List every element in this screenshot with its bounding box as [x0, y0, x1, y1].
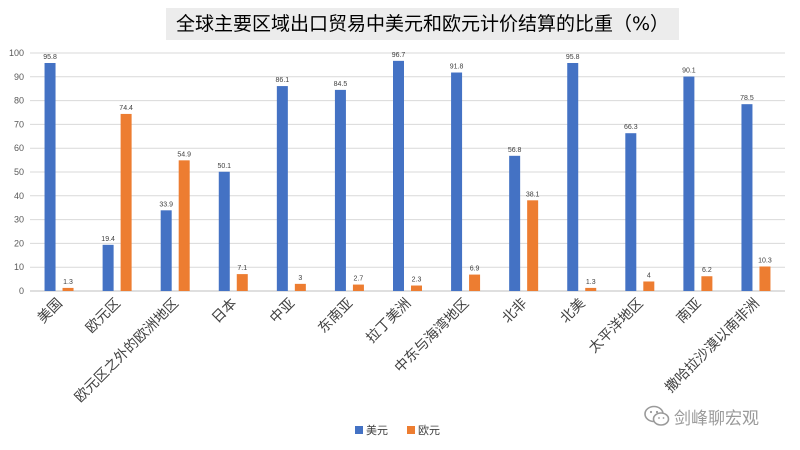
data-label: 84.5 — [334, 81, 348, 88]
bar-欧元 — [62, 287, 74, 291]
y-tick-label: 80 — [14, 96, 24, 106]
legend-swatch — [407, 426, 415, 434]
bar-美元 — [160, 210, 172, 291]
x-tick-label: 欧元区之外的欧洲地区 — [72, 296, 182, 406]
data-label: 38.1 — [526, 191, 540, 198]
bar-美元 — [102, 244, 114, 291]
x-tick-label: 美国 — [35, 296, 66, 327]
data-label: 1.3 — [63, 279, 73, 286]
data-label: 90.1 — [682, 68, 696, 75]
data-label: 3 — [298, 275, 302, 282]
y-tick-label: 60 — [14, 143, 24, 153]
bar-欧元 — [178, 160, 190, 291]
x-tick-label: 南亚 — [674, 296, 705, 327]
data-label: 2.3 — [412, 277, 422, 284]
bar-欧元 — [120, 113, 132, 291]
watermark-text: 剑峰聊宏观 — [674, 409, 759, 429]
bar-美元 — [218, 171, 230, 291]
data-label: 33.9 — [159, 201, 173, 208]
bar-欧元 — [469, 274, 481, 291]
bar-美元 — [741, 104, 753, 291]
legend-swatch — [355, 426, 363, 434]
watermark: 剑峰聊宏观 — [644, 402, 784, 432]
data-label: 86.1 — [276, 77, 290, 84]
y-tick-label: 100 — [9, 48, 24, 58]
data-label: 95.8 — [43, 54, 57, 61]
bar-美元 — [451, 72, 463, 292]
data-label: 95.8 — [566, 54, 580, 61]
data-label: 50.1 — [217, 163, 231, 170]
data-label: 74.4 — [119, 105, 133, 112]
bar-美元 — [683, 76, 695, 291]
x-tick-label: 东南亚 — [315, 296, 356, 337]
legend-label: 欧元 — [418, 424, 440, 437]
bar-美元 — [334, 89, 346, 291]
data-label: 54.9 — [177, 151, 191, 158]
bar-美元 — [393, 60, 404, 291]
data-label: 6.9 — [470, 266, 480, 273]
x-tick-label: 欧元区 — [83, 296, 124, 337]
data-label: 19.4 — [101, 236, 115, 243]
bar-美元 — [276, 86, 288, 291]
data-label: 78.5 — [740, 95, 754, 102]
bar-欧元 — [701, 276, 713, 291]
data-label: 96.7 — [392, 52, 406, 59]
x-tick-label: 中亚 — [267, 296, 298, 327]
data-label: 7.1 — [237, 265, 247, 272]
chart-title-box: 全球主要区域出口贸易中美元和欧元计价结算的比重（%） — [166, 8, 679, 40]
data-label: 66.3 — [624, 124, 638, 131]
y-tick-label: 20 — [14, 238, 24, 248]
data-label: 56.8 — [508, 147, 522, 154]
bar-美元 — [567, 62, 579, 291]
y-tick-label: 40 — [14, 191, 24, 201]
data-label: 91.8 — [450, 64, 464, 71]
x-tick-label: 拉丁美洲 — [363, 296, 414, 347]
bar-美元 — [44, 62, 56, 291]
bar-欧元 — [759, 266, 771, 291]
y-tick-label: 30 — [14, 215, 24, 225]
y-tick-label: 70 — [14, 119, 24, 129]
y-tick-label: 90 — [14, 72, 24, 82]
bar-欧元 — [527, 200, 539, 291]
x-tick-label: 北美 — [557, 296, 588, 327]
x-tick-label: 北非 — [499, 296, 530, 327]
bar-欧元 — [585, 287, 597, 291]
bar-欧元 — [352, 284, 364, 291]
x-tick-label: 日本 — [209, 296, 240, 327]
data-label: 4 — [647, 272, 651, 279]
data-label: 2.7 — [354, 276, 364, 283]
legend-label: 美元 — [366, 424, 388, 437]
bar-美元 — [625, 133, 637, 291]
y-tick-label: 50 — [14, 167, 24, 177]
x-tick-label: 太平洋地区 — [586, 296, 647, 357]
wechat-icon — [644, 405, 670, 426]
y-tick-label: 10 — [14, 262, 24, 272]
y-tick-label: 0 — [19, 286, 24, 296]
bar-欧元 — [643, 281, 655, 291]
chart-title: 全球主要区域出口贸易中美元和欧元计价结算的比重（%） — [175, 13, 670, 35]
data-label: 6.2 — [702, 267, 712, 274]
data-label: 1.3 — [586, 279, 596, 286]
bar-欧元 — [411, 285, 422, 291]
data-label: 10.3 — [758, 257, 772, 264]
bar-欧元 — [236, 274, 248, 291]
bar-美元 — [509, 155, 521, 291]
bar-欧元 — [294, 283, 306, 291]
